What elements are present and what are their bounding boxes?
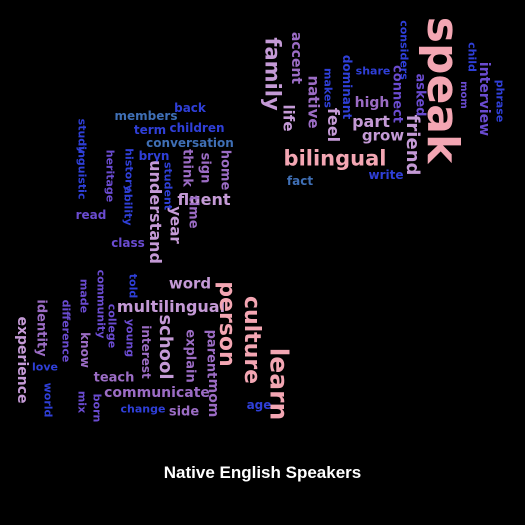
cloud-word-fact: fact bbox=[286, 174, 314, 188]
cloud-word-sign: sign bbox=[197, 152, 213, 184]
cloud-word-write: write bbox=[368, 168, 404, 182]
cloud-word-understand: understand bbox=[146, 160, 165, 264]
cloud-word-share: share bbox=[355, 64, 391, 78]
cloud-word-conversation: conversation bbox=[146, 136, 234, 150]
cloud-word-experience: experience bbox=[14, 316, 30, 404]
cloud-word-phrase: phrase bbox=[493, 79, 507, 123]
cloud-word-learn: learn bbox=[264, 347, 294, 421]
cloud-word-bryn: bryn bbox=[138, 149, 170, 163]
cloud-word-history: history bbox=[122, 148, 136, 192]
cloud-word-world: world bbox=[41, 382, 55, 418]
cloud-word-bilingual: bilingual bbox=[283, 146, 387, 171]
cloud-word-college: college bbox=[105, 303, 119, 349]
cloud-word-friend: friend bbox=[402, 114, 423, 176]
cloud-word-school: school bbox=[155, 314, 176, 380]
cloud-word-makes: makes bbox=[321, 68, 335, 108]
cloud-word-young: young bbox=[123, 318, 137, 358]
cloud-word-change: change bbox=[120, 402, 166, 416]
cloud-word-multilingual: multilingual bbox=[116, 297, 226, 316]
cloud-word-word: word bbox=[168, 274, 212, 293]
cloud-word-identity: identity bbox=[33, 299, 49, 357]
cloud-word-made: made bbox=[77, 278, 91, 314]
cloud-word-side: side bbox=[168, 404, 200, 420]
cloud-word-life: life bbox=[279, 104, 298, 132]
cloud-word-born: born bbox=[90, 393, 104, 423]
cloud-word-told: told bbox=[126, 273, 140, 299]
cloud-word-grow: grow bbox=[361, 126, 405, 145]
cloud-word-linguistic: linguistic bbox=[75, 142, 89, 200]
cloud-word-teach: teach bbox=[93, 370, 135, 386]
cloud-word-age: age bbox=[246, 398, 272, 412]
caption: Native English Speakers bbox=[163, 463, 362, 482]
cloud-word-fluent: fluent bbox=[177, 190, 231, 209]
cloud-word-members: members bbox=[114, 109, 178, 123]
cloud-word-think: think bbox=[179, 149, 195, 187]
cloud-word-home: home bbox=[217, 149, 233, 191]
cloud-word-children: children bbox=[169, 121, 225, 135]
cloud-word-mix: mix bbox=[75, 390, 89, 414]
cloud-word-parent: parent bbox=[203, 329, 219, 379]
cloud-word-class: class bbox=[111, 236, 145, 250]
cloud-word-heritage: heritage bbox=[103, 149, 117, 203]
cloud-word-explain: explain bbox=[182, 329, 198, 383]
cloud-word-part: part bbox=[352, 112, 390, 131]
cloud-word-interview: interview bbox=[476, 61, 492, 137]
cloud-word-read: read bbox=[75, 208, 107, 222]
cloud-word-high: high bbox=[354, 95, 390, 111]
cloud-word-mom: mom bbox=[205, 378, 221, 418]
cloud-word-feel: feel bbox=[324, 107, 343, 143]
cloud-word-communicate: communicate bbox=[104, 385, 210, 401]
cloud-word-asked: asked bbox=[412, 73, 428, 117]
cloud-word-difference: difference bbox=[59, 299, 73, 363]
cloud-word-ability: ability bbox=[121, 186, 135, 226]
cloud-word-interest: interest bbox=[139, 325, 153, 379]
cloud-word-back: back bbox=[174, 101, 206, 115]
cloud-word-native: native bbox=[304, 75, 323, 129]
cloud-word-year: year bbox=[166, 206, 185, 244]
cloud-word-accent: accent bbox=[288, 31, 304, 85]
cloud-word-know: know bbox=[78, 332, 92, 368]
cloud-word-love: love bbox=[32, 360, 58, 374]
cloud-word-family: family bbox=[260, 37, 285, 111]
cloud-word-time: time bbox=[185, 195, 201, 229]
cloud-word-term: term bbox=[133, 123, 167, 137]
cloud-word-culture: culture bbox=[239, 295, 264, 385]
cloud-word-mom: mom bbox=[458, 81, 469, 109]
